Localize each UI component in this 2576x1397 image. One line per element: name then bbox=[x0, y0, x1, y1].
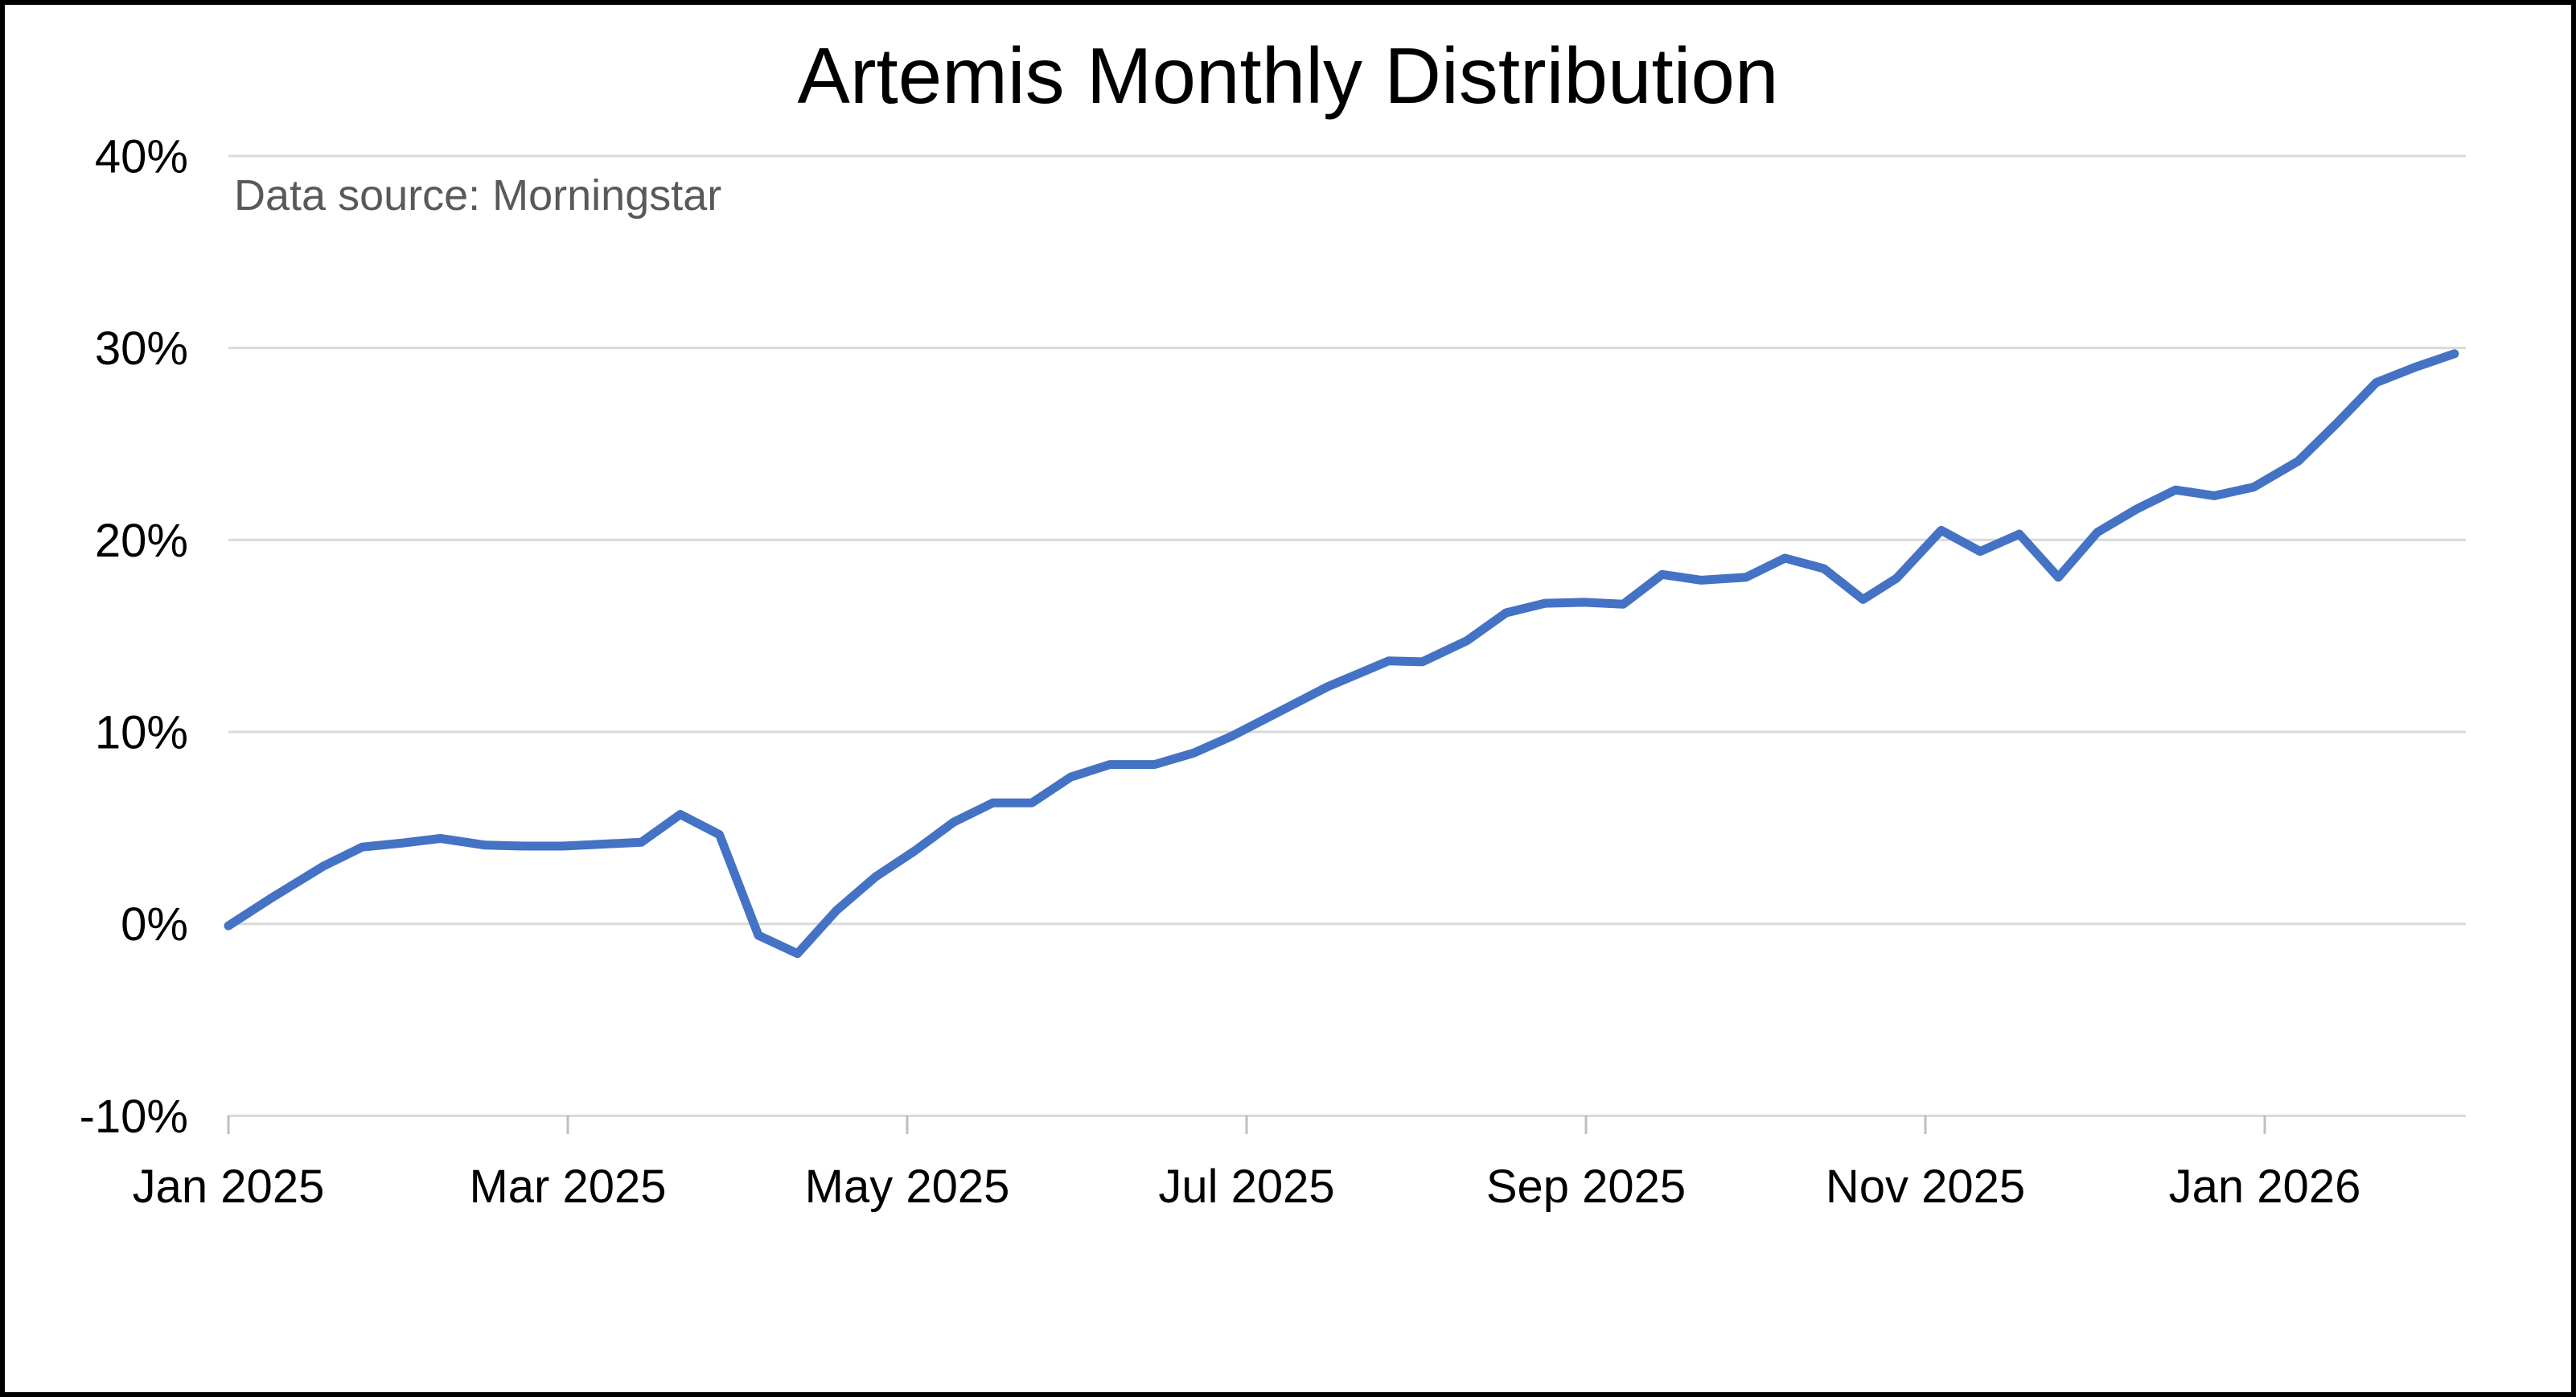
x-axis-tick-label: Sep 2025 bbox=[1486, 1161, 1686, 1213]
x-axis-tick-label: Nov 2025 bbox=[1826, 1161, 2025, 1213]
x-axis-tick-label: Jul 2025 bbox=[1158, 1161, 1334, 1213]
x-axis-tick-label: May 2025 bbox=[805, 1161, 1010, 1213]
y-axis-tick-label: 0% bbox=[121, 898, 188, 951]
y-axis-tick-label: 20% bbox=[95, 515, 188, 567]
chart-title: Artemis Monthly Distribution bbox=[797, 31, 1779, 120]
y-axis-tick-label: 30% bbox=[95, 323, 188, 375]
data-series-line bbox=[224, 349, 2459, 959]
x-axis-tick-label: Jan 2026 bbox=[2169, 1161, 2361, 1213]
y-axis-tick-label: 10% bbox=[95, 707, 188, 759]
y-axis-tick-label: 40% bbox=[95, 130, 188, 183]
line-chart: 40% 30% 20% 10% 0% -10% Jan 2025 Mar 2025 May 20… bbox=[80, 130, 2466, 1213]
x-axis-tick-label: Jan 2025 bbox=[133, 1161, 325, 1213]
data-source-note: Data source: Morningstar bbox=[234, 171, 722, 220]
x-axis-tick-label: Mar 2025 bbox=[469, 1161, 666, 1213]
y-axis-tick-label: -10% bbox=[80, 1091, 188, 1143]
